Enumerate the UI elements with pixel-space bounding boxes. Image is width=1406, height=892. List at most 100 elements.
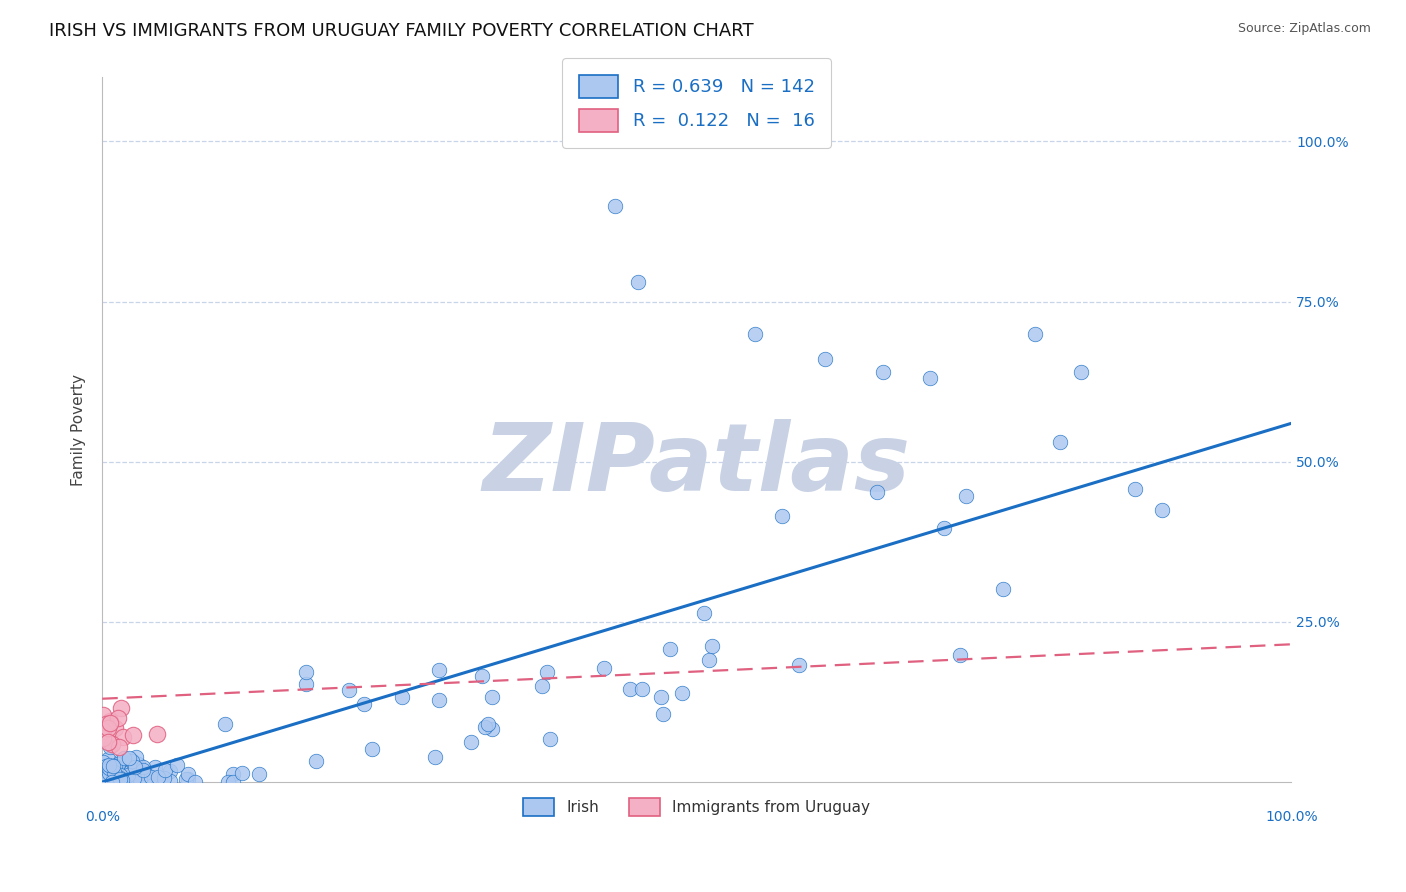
Point	[127, 757, 149, 772]
Point	[145, 727, 167, 741]
Point	[101, 775, 124, 789]
Point	[115, 773, 138, 788]
Point	[108, 774, 131, 789]
Point	[97, 735, 120, 749]
Point	[124, 771, 146, 785]
Point	[124, 768, 146, 782]
Point	[107, 775, 129, 789]
Point	[118, 762, 141, 776]
Point	[353, 697, 375, 711]
Point	[120, 769, 142, 783]
Point	[94, 765, 117, 780]
Point	[96, 768, 118, 782]
Point	[949, 648, 972, 662]
Point	[295, 665, 318, 680]
Point	[96, 774, 118, 789]
Point	[702, 639, 724, 653]
Point	[659, 642, 682, 657]
Point	[131, 764, 153, 778]
Point	[294, 677, 316, 691]
Point	[118, 751, 141, 765]
Point	[122, 763, 145, 777]
Point	[391, 690, 413, 705]
Point	[107, 711, 129, 725]
Point	[932, 521, 955, 535]
Point	[787, 657, 810, 672]
Point	[174, 772, 197, 787]
Point	[650, 690, 672, 705]
Point	[96, 770, 118, 784]
Point	[103, 772, 125, 786]
Point	[93, 768, 115, 782]
Point	[121, 755, 143, 769]
Point	[111, 730, 134, 744]
Point	[536, 665, 558, 679]
Point	[1049, 435, 1071, 450]
Point	[96, 773, 118, 788]
Point	[1024, 326, 1046, 341]
Point	[166, 757, 188, 772]
Point	[697, 653, 720, 667]
Point	[117, 768, 139, 782]
Point	[108, 774, 131, 789]
Point	[593, 661, 616, 675]
Point	[423, 750, 446, 764]
Point	[159, 764, 181, 778]
Point	[866, 484, 889, 499]
Point	[118, 769, 141, 783]
Point	[114, 756, 136, 771]
Point	[108, 772, 131, 786]
Point	[135, 770, 157, 784]
Legend: Irish, Immigrants from Uruguay: Irish, Immigrants from Uruguay	[516, 791, 877, 823]
Point	[605, 198, 627, 212]
Point	[108, 771, 131, 785]
Point	[134, 765, 156, 780]
Point	[97, 721, 120, 735]
Point	[122, 728, 145, 742]
Point	[101, 764, 124, 778]
Point	[429, 664, 451, 678]
Point	[111, 772, 134, 786]
Point	[124, 760, 146, 774]
Point	[111, 772, 134, 787]
Point	[97, 766, 120, 780]
Point	[103, 768, 125, 782]
Point	[110, 701, 132, 715]
Text: 0.0%: 0.0%	[84, 810, 120, 824]
Point	[153, 771, 176, 785]
Point	[991, 582, 1014, 596]
Point	[531, 679, 554, 693]
Point	[159, 773, 181, 788]
Point	[1070, 365, 1092, 379]
Point	[477, 717, 499, 731]
Text: ZIPatlas: ZIPatlas	[482, 419, 911, 511]
Point	[148, 770, 170, 784]
Point	[98, 771, 121, 785]
Point	[128, 772, 150, 786]
Point	[93, 723, 115, 738]
Point	[101, 771, 124, 785]
Point	[481, 723, 503, 737]
Point	[125, 750, 148, 764]
Point	[538, 731, 561, 746]
Point	[108, 767, 131, 781]
Point	[132, 760, 155, 774]
Point	[104, 721, 127, 735]
Point	[107, 757, 129, 772]
Point	[155, 763, 177, 777]
Text: 100.0%: 100.0%	[1265, 810, 1317, 824]
Point	[671, 686, 693, 700]
Point	[110, 753, 132, 767]
Point	[1150, 503, 1173, 517]
Point	[474, 721, 496, 735]
Point	[872, 365, 894, 379]
Point	[104, 758, 127, 772]
Point	[460, 735, 482, 749]
Point	[1125, 482, 1147, 496]
Point	[117, 765, 139, 780]
Point	[98, 714, 121, 728]
Point	[108, 768, 131, 782]
Point	[101, 737, 124, 751]
Point	[107, 756, 129, 771]
Point	[97, 758, 120, 772]
